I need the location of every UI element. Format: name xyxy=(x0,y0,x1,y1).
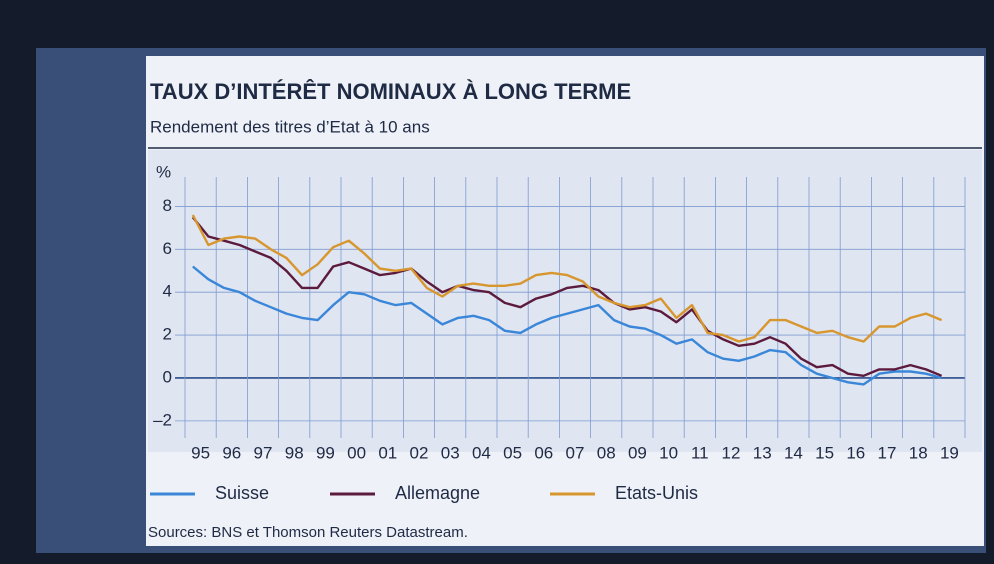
x-tick-label: 15 xyxy=(815,443,834,462)
x-tick-label: 16 xyxy=(846,443,865,462)
x-tick-label: 96 xyxy=(222,443,241,462)
x-tick-label: 18 xyxy=(909,443,928,462)
x-tick-label: 09 xyxy=(628,443,647,462)
x-tick-label: 17 xyxy=(878,443,897,462)
y-tick-label: 0 xyxy=(163,367,172,386)
legend-label: Allemagne xyxy=(395,483,480,503)
x-tick-label: 11 xyxy=(691,443,709,462)
x-tick-label: 13 xyxy=(753,443,772,462)
series-line xyxy=(191,214,943,343)
y-tick-label: 2 xyxy=(163,325,172,344)
chart-title: TAUX D’INTÉRÊT NOMINAUX À LONG TERME xyxy=(150,79,631,104)
x-tick-label: 01 xyxy=(378,443,397,462)
series-line xyxy=(191,216,943,377)
legend-label: Etats-Unis xyxy=(615,483,698,503)
y-tick-label: –2 xyxy=(153,410,172,429)
x-tick-label: 10 xyxy=(659,443,678,462)
x-tick-label: 07 xyxy=(566,443,585,462)
y-tick-label: 6 xyxy=(163,239,172,258)
x-tick-label: 97 xyxy=(254,443,273,462)
x-tick-label: 08 xyxy=(597,443,616,462)
x-tick-label: 12 xyxy=(722,443,741,462)
series-line xyxy=(192,265,942,386)
x-tick-label: 03 xyxy=(441,443,460,462)
x-tick-label: 00 xyxy=(347,443,366,462)
x-tick-label: 14 xyxy=(784,443,803,462)
chart-subtitle: Rendement des titres d’Etat à 10 ans xyxy=(150,117,430,136)
plot-background xyxy=(148,150,982,452)
x-tick-label: 02 xyxy=(410,443,429,462)
x-tick-label: 99 xyxy=(316,443,335,462)
y-axis-label: % xyxy=(156,162,171,181)
x-tick-label: 19 xyxy=(940,443,959,462)
x-tick-label: 06 xyxy=(534,443,553,462)
x-tick-label: 95 xyxy=(191,443,210,462)
y-tick-label: 4 xyxy=(163,282,172,301)
x-tick-label: 98 xyxy=(285,443,304,462)
x-tick-label: 04 xyxy=(472,443,491,462)
x-tick-label: 05 xyxy=(503,443,522,462)
legend-label: Suisse xyxy=(215,483,269,503)
y-tick-label: 8 xyxy=(163,196,172,215)
source: Sources: BNS et Thomson Reuters Datastre… xyxy=(148,524,468,541)
